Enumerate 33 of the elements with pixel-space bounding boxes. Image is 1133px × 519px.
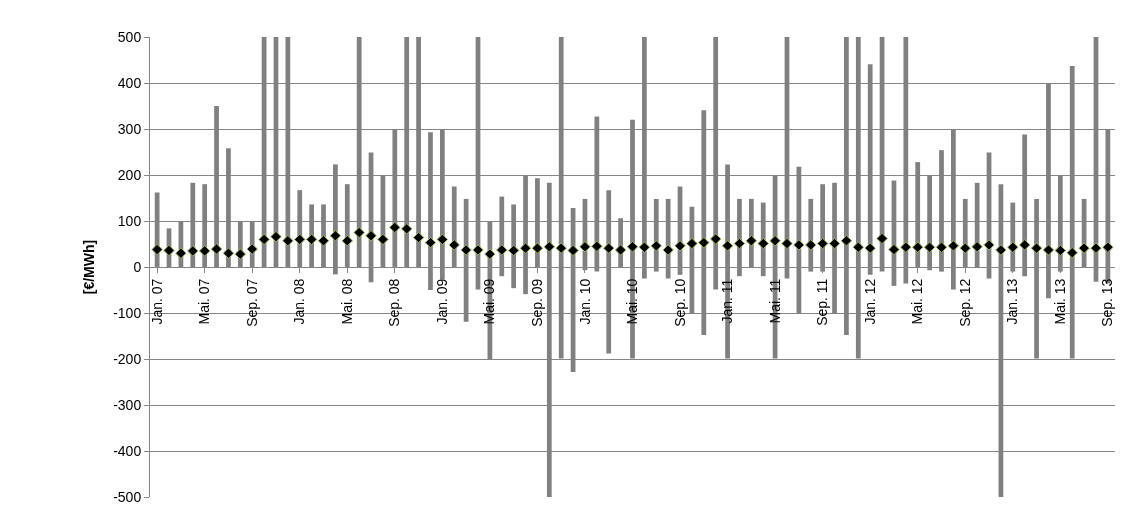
x-tick-label: Sep. 10: [671, 278, 688, 327]
x-tick-label: Mai. 07: [196, 278, 213, 325]
x-tick-label: Jan. 10: [576, 278, 593, 325]
x-tick-label: Jan. 12: [861, 278, 878, 325]
x-tick-label: Sep. 08: [386, 278, 403, 327]
y-tick-label: -100: [113, 304, 142, 321]
y-tick-label: 100: [117, 212, 142, 229]
y-tick-label: -500: [113, 488, 142, 505]
y-tick-label: 300: [117, 120, 142, 137]
x-tick-label: Sep. 12: [956, 278, 973, 327]
y-tick-label: -400: [113, 442, 142, 459]
x-tick-label: Jan. 08: [291, 278, 308, 325]
x-tick-label: Mai. 13: [1051, 278, 1068, 325]
x-tick-label: Jan. 11: [719, 278, 736, 324]
y-axis-title: [€/MWh]: [80, 239, 97, 295]
x-tick-label: Jan. 07: [148, 278, 165, 325]
x-tick-label: Sep. 13: [1099, 278, 1116, 327]
x-tick-label: Mai. 10: [624, 278, 641, 325]
y-tick-label: 500: [117, 28, 142, 45]
y-tick-label: -300: [113, 396, 142, 413]
x-tick-label: Sep. 11: [814, 278, 831, 326]
x-tick-label: Mai. 09: [481, 278, 498, 325]
x-tick-label: Mai. 12: [909, 278, 926, 325]
x-tick-label: Sep. 09: [528, 278, 545, 327]
x-tick-label: Mai. 08: [338, 278, 355, 325]
y-tick-label: 200: [117, 166, 142, 183]
x-tick-label: Sep. 07: [243, 278, 260, 327]
y-tick-label: 0: [133, 258, 142, 275]
x-tick-label: Jan. 09: [433, 278, 450, 325]
y-tick-label: 400: [117, 74, 142, 91]
y-tick-label: -200: [113, 350, 142, 367]
x-tick-label: Jan. 13: [1004, 278, 1021, 325]
x-tick-label: Mai. 11: [766, 278, 783, 324]
